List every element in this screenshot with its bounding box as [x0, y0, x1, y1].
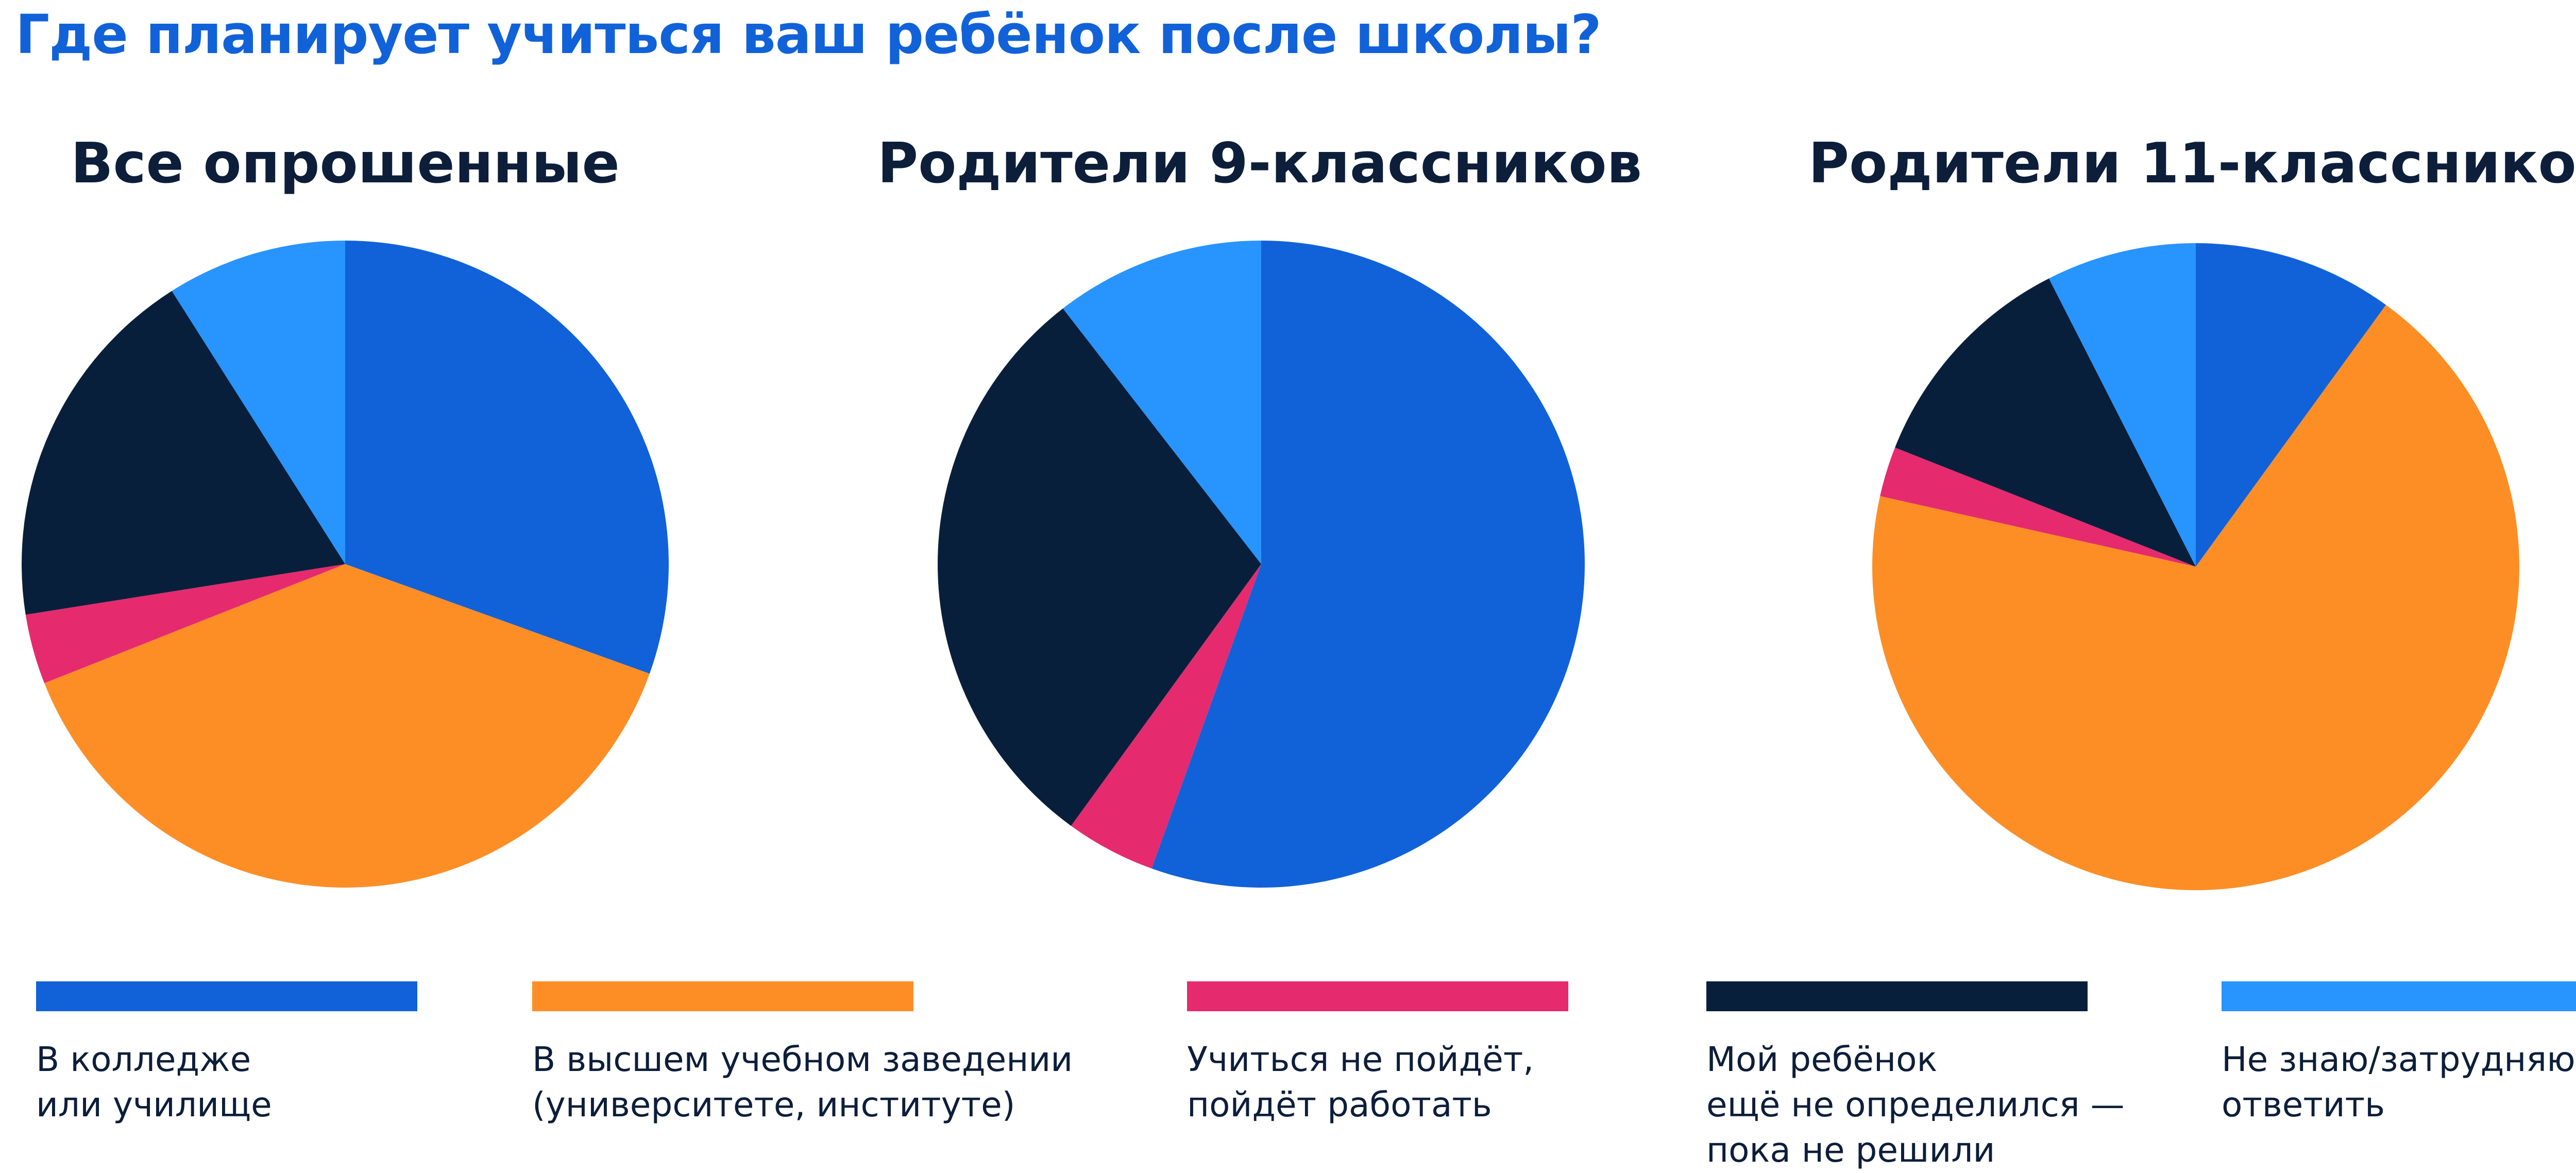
legend-item-dont-know: Не знаю/затрудняюсь ответить: [2222, 981, 2576, 1128]
pie-2-slice-undecided: [938, 308, 1261, 826]
pie-3-slice-university: [1872, 304, 2520, 891]
pie-3-slice-work: [1880, 447, 2196, 567]
legend-label-work: Учиться не пойдёт, пойдёт работать: [1187, 1040, 1534, 1125]
chart-title-all: Все опрошенные: [71, 131, 620, 196]
chart-title-9th-grade: Родители 9-классников: [877, 131, 1642, 196]
legend-swatch-work: [1187, 981, 1568, 1011]
pie-1-slice-university: [44, 564, 650, 888]
legend-item-undecided: Мой ребёнок ещё не определился — пока не…: [1706, 981, 2125, 1173]
pie-1-slice-work: [25, 564, 345, 684]
legend-item-college: В колледже или училище: [36, 981, 417, 1128]
page-title: Где планирует учиться ваш ребёнок после …: [15, 3, 1602, 66]
pie-3-slice-undecided: [1895, 278, 2196, 567]
pie-3-slice-dont-know: [2048, 243, 2196, 567]
legend-swatch-university: [532, 981, 913, 1011]
chart-title-11th-grade: Родители 11-классников: [1808, 131, 2576, 196]
legend-label-dont-know: Не знаю/затрудняюсь ответить: [2222, 1040, 2576, 1125]
legend-swatch-undecided: [1706, 981, 2088, 1011]
pie-2-slice-college: [1151, 241, 1585, 888]
pie-1-slice-college: [345, 241, 669, 674]
pie-2-slice-dont-know: [1063, 241, 1261, 564]
legend-label-university: В высшем учебном заведении (университете…: [532, 1040, 1073, 1125]
legend-swatch-dont-know: [2222, 981, 2576, 1011]
pie-1-slice-undecided: [21, 291, 345, 615]
pie-1-slice-dont-know: [172, 241, 345, 564]
legend-item-work: Учиться не пойдёт, пойдёт работать: [1187, 981, 1568, 1128]
legend-label-undecided: Мой ребёнок ещё не определился — пока не…: [1706, 1040, 2125, 1170]
pie-3-slice-college: [2196, 243, 2386, 567]
legend-item-university: В высшем учебном заведении (университете…: [532, 981, 1073, 1128]
pie-2-slice-work: [1071, 564, 1261, 869]
legend-swatch-college: [36, 981, 417, 1011]
legend-label-college: В колледже или училище: [36, 1040, 272, 1125]
